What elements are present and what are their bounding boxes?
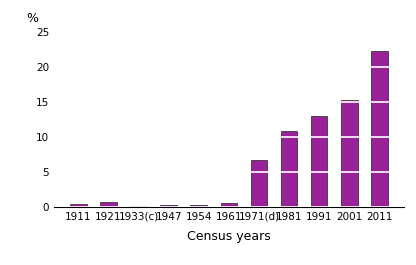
- Bar: [220, 203, 237, 207]
- X-axis label: Census years: Census years: [187, 230, 271, 243]
- Bar: [311, 116, 327, 207]
- Bar: [160, 205, 177, 207]
- Bar: [281, 131, 297, 207]
- Bar: [100, 202, 116, 207]
- Bar: [341, 100, 357, 207]
- Bar: [371, 51, 388, 207]
- Bar: [250, 160, 267, 207]
- Bar: [191, 205, 207, 207]
- Text: %: %: [26, 12, 38, 25]
- Bar: [130, 206, 147, 207]
- Bar: [70, 204, 87, 207]
